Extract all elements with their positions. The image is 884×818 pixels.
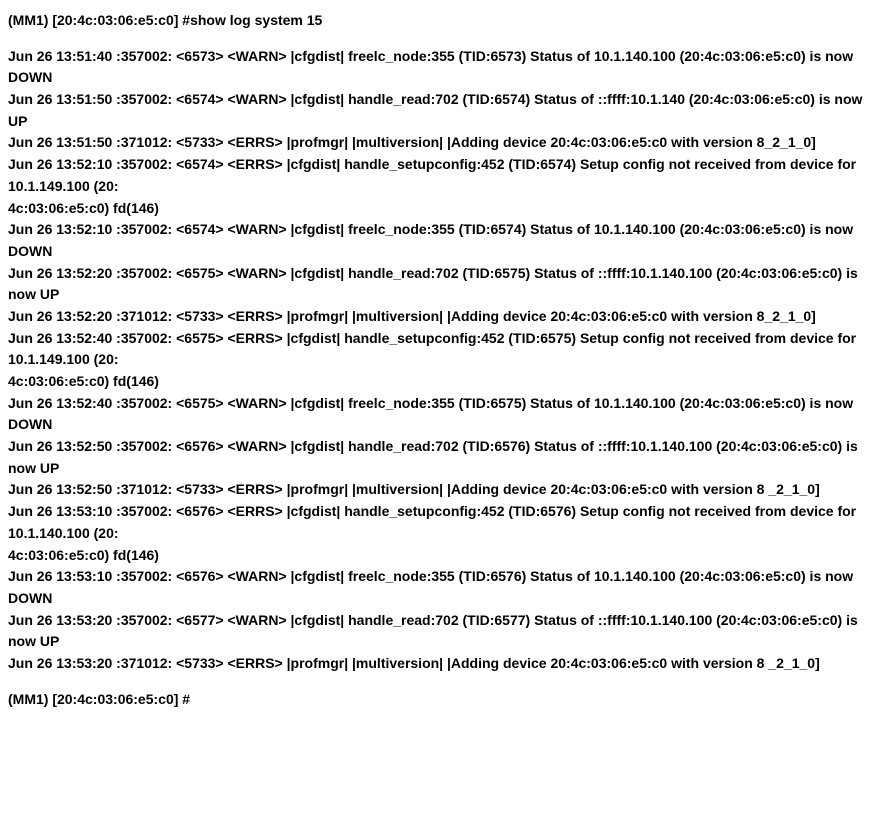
command-line: (MM1) [20:4c:03:06:e5:c0] #show log syst… bbox=[8, 10, 874, 32]
blank-line bbox=[8, 675, 874, 689]
log-line: Jun 26 13:51:50 :357002: <6574> <WARN> |… bbox=[8, 89, 874, 132]
log-line: Jun 26 13:53:20 :357002: <6577> <WARN> |… bbox=[8, 610, 874, 653]
log-line: 4c:03:06:e5:c0) fd(146) bbox=[8, 545, 874, 567]
log-line: Jun 26 13:51:40 :357002: <6573> <WARN> |… bbox=[8, 46, 874, 89]
log-line: 4c:03:06:e5:c0) fd(146) bbox=[8, 198, 874, 220]
log-line: Jun 26 13:52:20 :371012: <5733> <ERRS> |… bbox=[8, 306, 874, 328]
log-line: Jun 26 13:53:10 :357002: <6576> <ERRS> |… bbox=[8, 501, 874, 544]
terminal-output: (MM1) [20:4c:03:06:e5:c0] #show log syst… bbox=[8, 10, 874, 710]
log-line: Jun 26 13:52:40 :357002: <6575> <WARN> |… bbox=[8, 393, 874, 436]
prompt-line: (MM1) [20:4c:03:06:e5:c0] # bbox=[8, 689, 874, 711]
log-line: Jun 26 13:53:10 :357002: <6576> <WARN> |… bbox=[8, 566, 874, 609]
log-line: Jun 26 13:51:50 :371012: <5733> <ERRS> |… bbox=[8, 132, 874, 154]
log-line: Jun 26 13:52:10 :357002: <6574> <ERRS> |… bbox=[8, 154, 874, 197]
log-line: 4c:03:06:e5:c0) fd(146) bbox=[8, 371, 874, 393]
log-line: Jun 26 13:52:50 :357002: <6576> <WARN> |… bbox=[8, 436, 874, 479]
log-line: Jun 26 13:52:50 :371012: <5733> <ERRS> |… bbox=[8, 479, 874, 501]
log-line: Jun 26 13:52:40 :357002: <6575> <ERRS> |… bbox=[8, 328, 874, 371]
log-line: Jun 26 13:52:10 :357002: <6574> <WARN> |… bbox=[8, 219, 874, 262]
blank-line bbox=[8, 32, 874, 46]
log-line: Jun 26 13:52:20 :357002: <6575> <WARN> |… bbox=[8, 263, 874, 306]
log-line: Jun 26 13:53:20 :371012: <5733> <ERRS> |… bbox=[8, 653, 874, 675]
